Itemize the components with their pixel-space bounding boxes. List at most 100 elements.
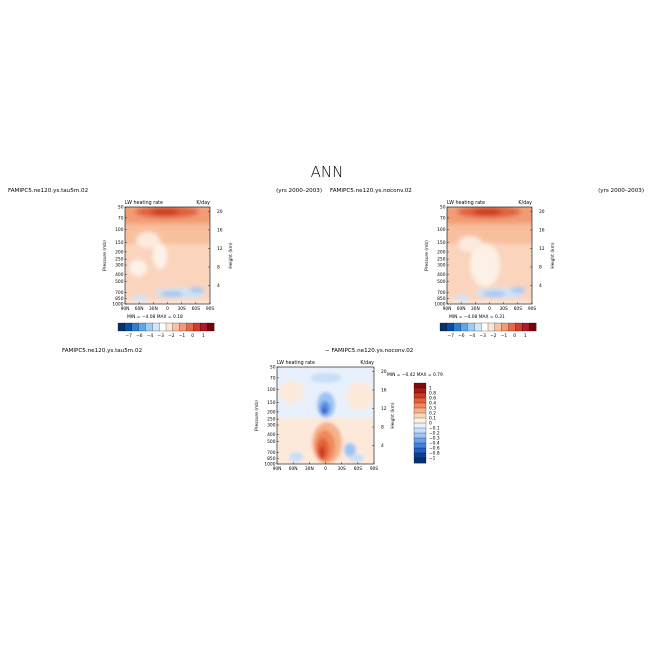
panel-2-xtick-label: 90N [443, 306, 452, 312]
panel-2-colorbar-box [460, 322, 468, 332]
panel-1-ytick-label: 850 [115, 296, 124, 302]
panel-2-ytick-label: 850 [437, 296, 446, 302]
panel-3-ytick-label: 850 [267, 456, 276, 462]
panel-1-xtick-label: 30S [177, 306, 186, 312]
panel-2-colorbar-box [474, 322, 482, 332]
panel-2-ytick-label: 300 [437, 263, 446, 269]
panel-1-xtick-label: 60N [135, 306, 144, 312]
panel-3-ytick-label: 150 [267, 400, 276, 406]
panel-2-colorbar-tick: −6 [458, 333, 465, 339]
panel-2-xtick-label: 30S [499, 306, 508, 312]
panel-2-ytick-label: 700 [437, 290, 446, 296]
panel-3-y2tick-label: 20 [381, 369, 387, 375]
panel-1-min-max: MIN = −4.08 MAX = 0.18 [127, 314, 183, 320]
panel-3-xtick-label: 90N [273, 466, 282, 472]
panel-1-colorbar-tick: 1 [202, 333, 205, 339]
panel-2-xtick-label: 60N [457, 306, 466, 312]
panel-1-xtick-label: 60S [192, 306, 201, 312]
panel-2-min-max: MIN = −4.08 MAX = 0.31 [449, 314, 505, 320]
panel-3-colorbar-tick: −0.8 [429, 451, 440, 457]
panel-1-field-label: LW heating rate [125, 200, 163, 206]
panel-3-colorbar-tick: −0.2 [429, 431, 440, 437]
panel-3-ylabel: Pressure (mb) [254, 400, 260, 431]
panel-2-colorbar-box [453, 322, 461, 332]
panel-2-y2label: Height (km) [550, 242, 556, 268]
panel-3-y2tick-label: 12 [381, 406, 387, 412]
panel-3-xtick-label: 90S [370, 466, 379, 472]
panel-1-colorbar-box [131, 322, 139, 332]
panel-3-ytick-label: 1000 [264, 462, 275, 468]
panel-1-ylabel: Pressure (mb) [102, 240, 108, 271]
panel-2-colorbar-box [487, 322, 496, 332]
panel-3-min-max: MIN = −0.42 MAX = 0.79 [387, 372, 443, 378]
panel-1-units: K/day [196, 200, 210, 206]
panel-1-ytick-label: 300 [115, 263, 124, 269]
panel-1-colorbar-box [152, 322, 160, 332]
panel-1-colorbar-box [159, 322, 167, 332]
panel-3-colorbar-box [413, 447, 427, 454]
panel-3-colorbar-box [413, 382, 427, 389]
panel-2-xtick-label: 0 [488, 306, 491, 312]
panel-1: FAMIPC5.ne120.ys.tau5m.02 (yrs 2000–2003… [8, 188, 322, 339]
panel-1-y2label: Height (km) [228, 242, 234, 268]
panel-1-colorbar-box [117, 322, 126, 332]
panel-1-colorbar-tick: −6 [136, 333, 143, 339]
panel-2-colorbar-tick: −1 [501, 333, 508, 339]
panel-1-xtick-label: 90S [206, 306, 215, 312]
panel-3-ytick-label: 250 [267, 417, 276, 423]
panel-1-colorbar-tick: −4 [147, 333, 154, 339]
panel-3-xtick-label: 30S [337, 466, 346, 472]
panel-3-case-label: FAMIPC5.ne120.ys.tau5m.02 [62, 348, 142, 354]
panel-2-field [447, 207, 532, 304]
panel-1-colorbar-box [145, 322, 153, 332]
panel-2-colorbar-tick: −3 [479, 333, 486, 339]
panel-3-ytick-label: 50 [270, 365, 276, 371]
panel-3-field-label: LW heating rate [277, 360, 315, 366]
panel-3-colorbar-box [413, 397, 427, 404]
panel-2-ytick-label: 70 [440, 215, 446, 221]
panel-2-ytick-label: 400 [437, 272, 446, 278]
panel-2-xtick-label: 60S [514, 306, 523, 312]
panel-2-colorbar-box [481, 322, 489, 332]
panel-3-colorbar-tick: 0 [429, 421, 432, 427]
panel-3-colorbar-tick: −0.4 [429, 441, 440, 447]
panel-1-colorbar-box [186, 322, 194, 332]
panel-1-ytick-label: 400 [115, 272, 124, 278]
panel-1-colorbar-box [179, 322, 187, 332]
panel-2-ytick-label: 1000 [434, 302, 445, 308]
panel-2-y2tick-label: 16 [539, 227, 545, 233]
panel-3-field [277, 367, 374, 464]
panel-1-y2tick-label: 12 [217, 246, 223, 252]
panel-3-ytick-label: 400 [267, 432, 276, 438]
panel-2-colorbar-box [501, 322, 509, 332]
panel-3-colorbar-box [413, 452, 427, 459]
panel-2-case-label: FAMIPC5.ne120.ys.noconv.02 [330, 188, 412, 194]
panel-1-ytick-label: 1000 [112, 302, 123, 308]
panel-1-xtick-label: 90N [121, 306, 130, 312]
panel-3-colorbar-box [413, 427, 427, 434]
panel-3-colorbar-tick: 1 [429, 386, 432, 392]
panel-1-xtick-label: 0 [166, 306, 169, 312]
panel-1-ytick-label: 100 [115, 227, 124, 233]
panel-3-ytick-label: 500 [267, 439, 276, 445]
panel-3-colorbar-box [413, 392, 427, 399]
panel-2-colorbar-box [467, 322, 475, 332]
panel-1-colorbar-box [124, 322, 133, 332]
figure-title: ANN [311, 163, 344, 181]
panel-1-ytick-label: 700 [115, 290, 124, 296]
panel-2-colorbar-box [446, 322, 455, 332]
panel-1-colorbar-tick: −1 [179, 333, 186, 339]
panel-3-colorbar-tick: −0.6 [429, 446, 440, 452]
panel-3-y2tick-label: 4 [381, 443, 384, 449]
panel-2-colorbar-tick: −4 [469, 333, 476, 339]
panel-3-xtick-label: 60N [289, 466, 298, 472]
panel-2-field-label: LW heating rate [447, 200, 485, 206]
panel-2-y2tick-label: 8 [539, 264, 542, 270]
panel-1-colorbar-box [165, 322, 174, 332]
panel-3-colorbar-tick: 0.6 [429, 396, 436, 402]
panel-3-colorbar-tick: −1 [429, 456, 436, 462]
panel-2-colorbar-tick: 0 [513, 333, 516, 339]
panel-2-years-label: (yrs 2000–2003) [598, 188, 644, 194]
panel-1-colorbar-box [172, 322, 181, 332]
panel-1-colorbar-box [200, 322, 208, 332]
